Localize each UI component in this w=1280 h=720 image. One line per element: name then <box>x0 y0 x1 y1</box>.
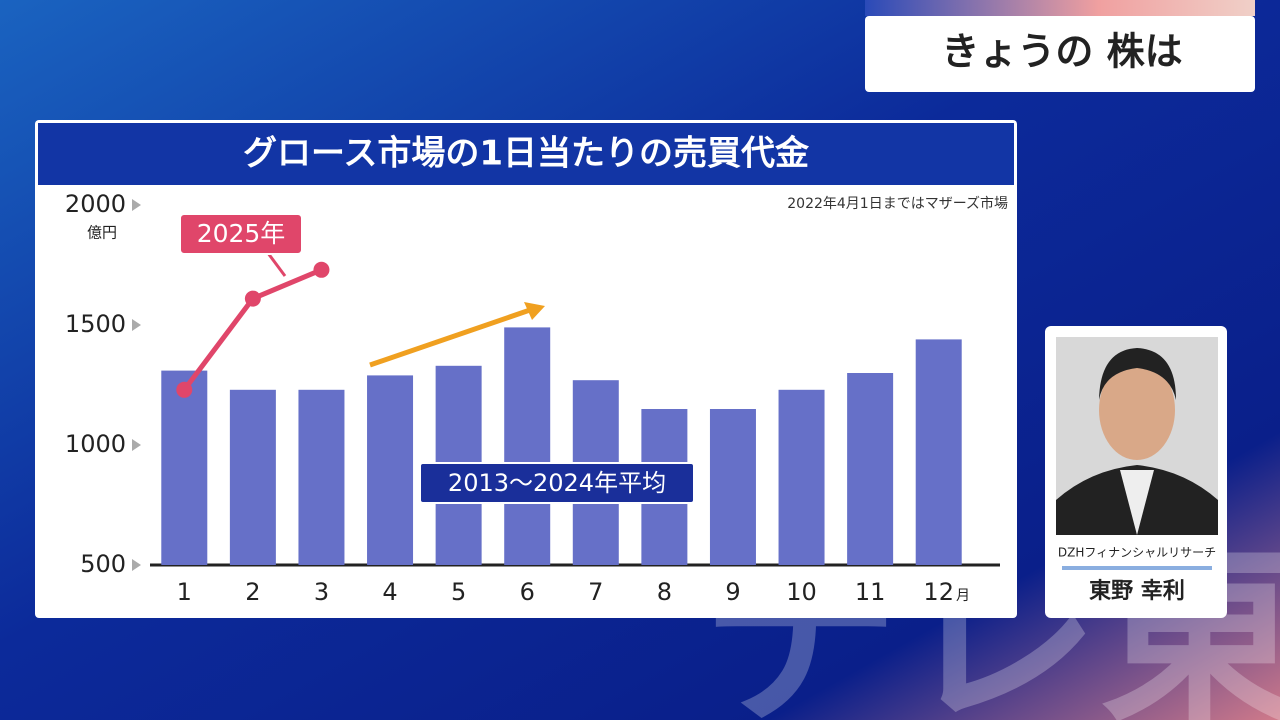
bar <box>847 373 894 565</box>
x-tick-label: 2 <box>245 578 260 606</box>
x-tick-label: 5 <box>451 578 466 606</box>
y-tick-label: 500 <box>80 550 126 578</box>
title-bar <box>38 123 1014 185</box>
x-tick-label: 12 <box>923 578 954 606</box>
guest-name: 東野 幸利 <box>1089 578 1185 604</box>
tick-mark <box>132 439 141 451</box>
x-tick-label: 4 <box>382 578 397 606</box>
x-unit: 月 <box>956 588 970 604</box>
bar <box>709 409 756 565</box>
header-title: きょうの 株は <box>941 30 1182 74</box>
x-tick-label: 6 <box>520 578 535 606</box>
header-box <box>865 16 1255 92</box>
guest-shirt <box>1120 470 1154 535</box>
tick-mark <box>132 319 141 331</box>
guest-company: DZHフィナンシャルリサーチ <box>1058 546 1216 560</box>
guest-rule <box>1062 566 1212 570</box>
trend-arrow <box>369 307 531 368</box>
chart-title: グロース市場の1日当たりの売買代金 <box>243 134 810 174</box>
tick-mark <box>132 559 141 571</box>
bar <box>504 327 551 565</box>
legend-box <box>179 213 303 255</box>
point <box>244 290 261 307</box>
tick-mark <box>132 199 141 211</box>
y-unit: 億円 <box>87 224 117 242</box>
point <box>313 261 330 278</box>
y-tick-label: 1000 <box>65 430 126 458</box>
x-tick-label: 1 <box>177 578 192 606</box>
trend-arrow-head <box>524 302 545 320</box>
header-stripe <box>865 0 1255 16</box>
chart-note: 2022年4月1日まではマザーズ市場 <box>787 195 1008 212</box>
x-tick-label: 11 <box>855 578 886 606</box>
bar <box>298 389 345 565</box>
bar <box>367 375 414 565</box>
legend-box <box>419 462 695 504</box>
legend-label: 2025年 <box>197 219 286 248</box>
point <box>176 381 193 398</box>
x-tick-label: 8 <box>657 578 672 606</box>
x-tick-label: 10 <box>786 578 817 606</box>
bar <box>915 339 962 565</box>
x-tick-label: 7 <box>588 578 603 606</box>
legend-label: 2013〜2024年平均 <box>448 469 666 497</box>
y-tick-label: 2000 <box>65 190 126 218</box>
guest-face <box>1099 360 1175 460</box>
x-tick-label: 9 <box>725 578 740 606</box>
bar <box>229 389 276 565</box>
guest-hair <box>1099 348 1176 400</box>
y-tick-label: 1500 <box>65 310 126 338</box>
bar <box>778 389 825 565</box>
bar <box>161 370 208 565</box>
x-tick-label: 3 <box>314 578 329 606</box>
